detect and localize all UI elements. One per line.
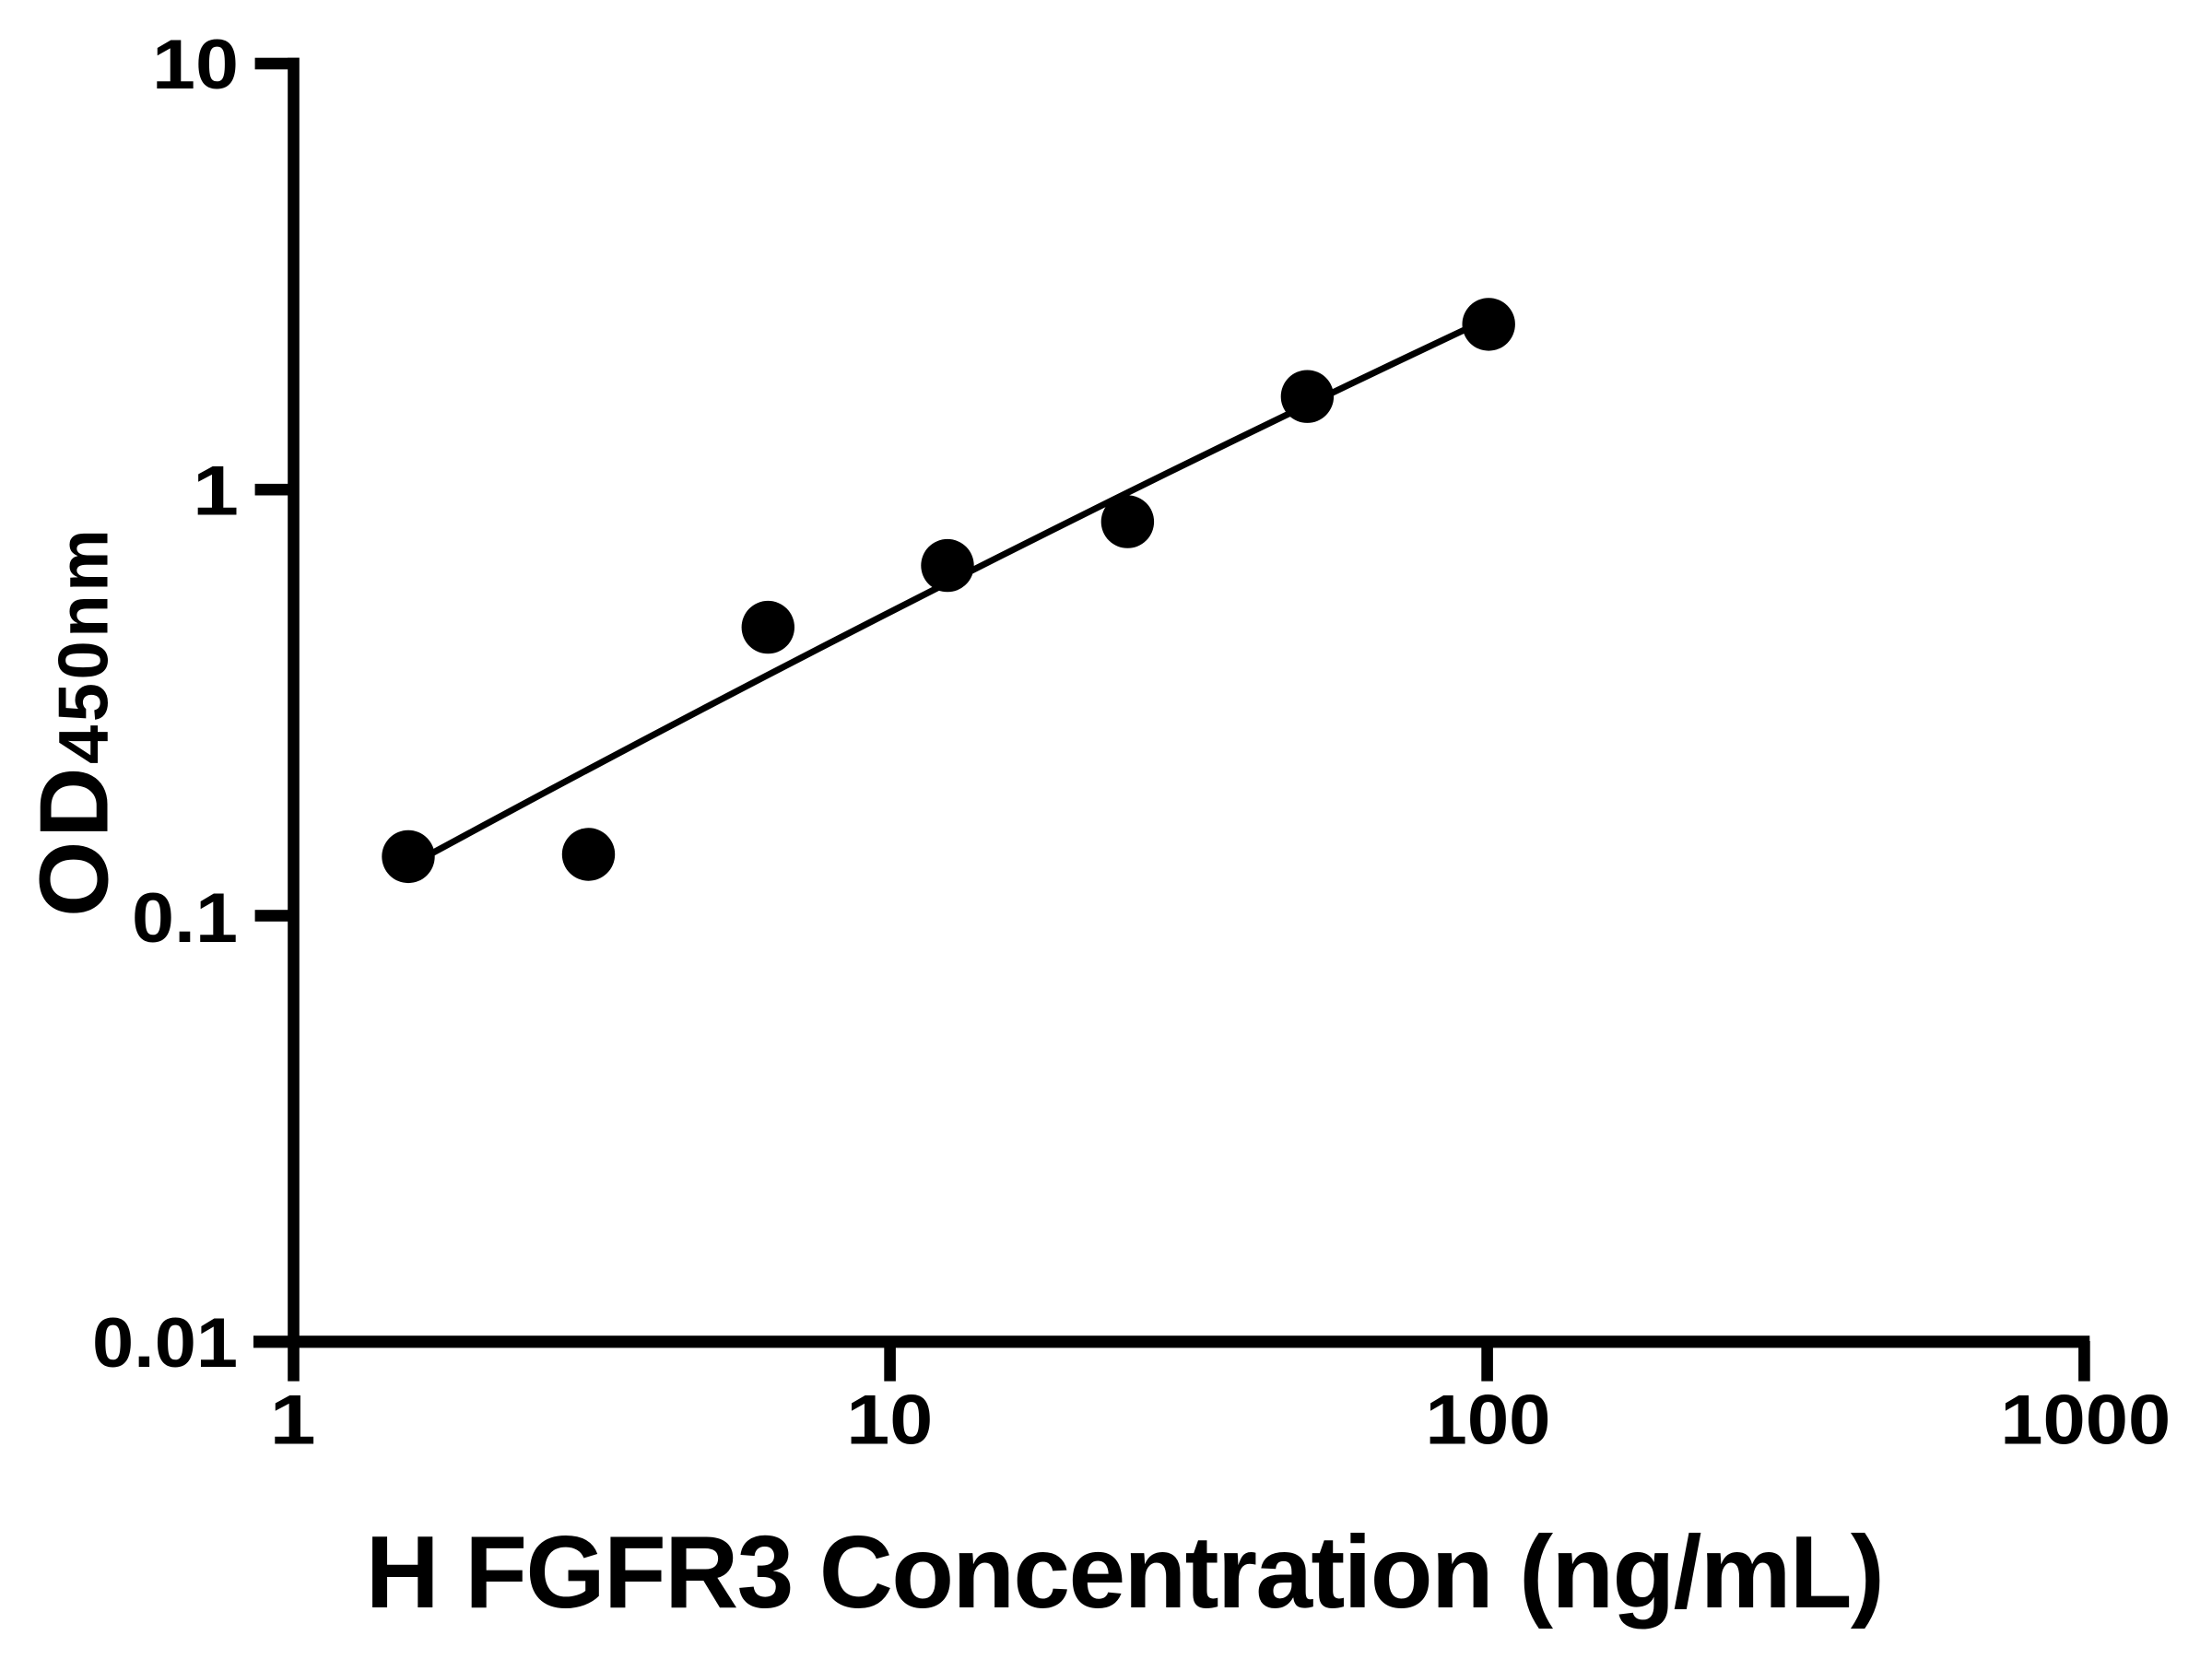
svg-text:H FGFR3 Concentration (ng/mL): H FGFR3 Concentration (ng/mL) — [366, 1515, 1883, 1630]
svg-text:100: 100 — [1426, 1382, 1551, 1460]
svg-text:10: 10 — [152, 26, 239, 104]
svg-text:10: 10 — [846, 1382, 933, 1460]
svg-text:0.01: 0.01 — [92, 1304, 238, 1382]
svg-text:1: 1 — [193, 452, 239, 530]
svg-text:0.1: 0.1 — [132, 879, 238, 958]
svg-text:1000: 1000 — [2000, 1382, 2171, 1460]
svg-text:1: 1 — [270, 1382, 316, 1460]
